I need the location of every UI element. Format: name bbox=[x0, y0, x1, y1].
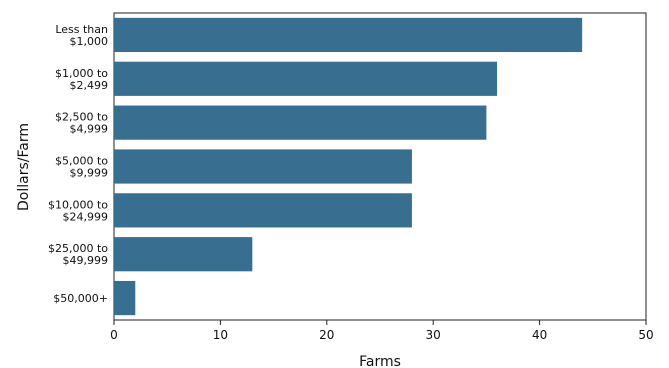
y-axis-title: Dollars/Farm bbox=[16, 123, 32, 211]
x-tick-label-4: 40 bbox=[532, 328, 547, 342]
x-axis-title: Farms bbox=[359, 354, 401, 368]
x-tick-label-1: 10 bbox=[213, 328, 228, 342]
category-label-1-0: $1,000 to bbox=[55, 67, 108, 80]
x-tick-label-5: 50 bbox=[638, 328, 653, 342]
bar-1 bbox=[114, 61, 498, 96]
x-tick-label-2: 20 bbox=[319, 328, 334, 342]
category-label-3-0: $5,000 to bbox=[55, 155, 108, 168]
category-label-0-0: Less than bbox=[55, 23, 108, 36]
x-tick-label-3: 30 bbox=[426, 328, 441, 342]
bar-4 bbox=[114, 193, 412, 228]
category-label-5-0: $25,000 to bbox=[48, 242, 108, 255]
category-label-2-1: $4,999 bbox=[70, 123, 109, 136]
bar-3 bbox=[114, 149, 412, 184]
x-axis-ticks: 0 10 20 30 40 50 bbox=[110, 320, 654, 342]
category-label-4-0: $10,000 to bbox=[48, 198, 108, 211]
bar-0 bbox=[114, 17, 583, 53]
category-label-3-1: $9,999 bbox=[70, 167, 109, 180]
category-label-4-1: $24,999 bbox=[63, 210, 109, 223]
x-tick-label-0: 0 bbox=[110, 328, 118, 342]
bar-5 bbox=[114, 237, 253, 272]
category-label-6-0: $50,000+ bbox=[53, 292, 108, 305]
category-label-0-1: $1,000 bbox=[70, 35, 109, 48]
bars-group bbox=[114, 17, 583, 316]
category-label-1-1: $2,499 bbox=[70, 79, 109, 92]
bar-6 bbox=[114, 280, 136, 316]
bar-2 bbox=[114, 105, 487, 140]
category-label-2-0: $2,500 to bbox=[55, 111, 108, 124]
category-label-5-1: $49,999 bbox=[63, 254, 109, 267]
category-labels: Less than$1,000$1,000 to$2,499$2,500 to$… bbox=[48, 23, 108, 305]
